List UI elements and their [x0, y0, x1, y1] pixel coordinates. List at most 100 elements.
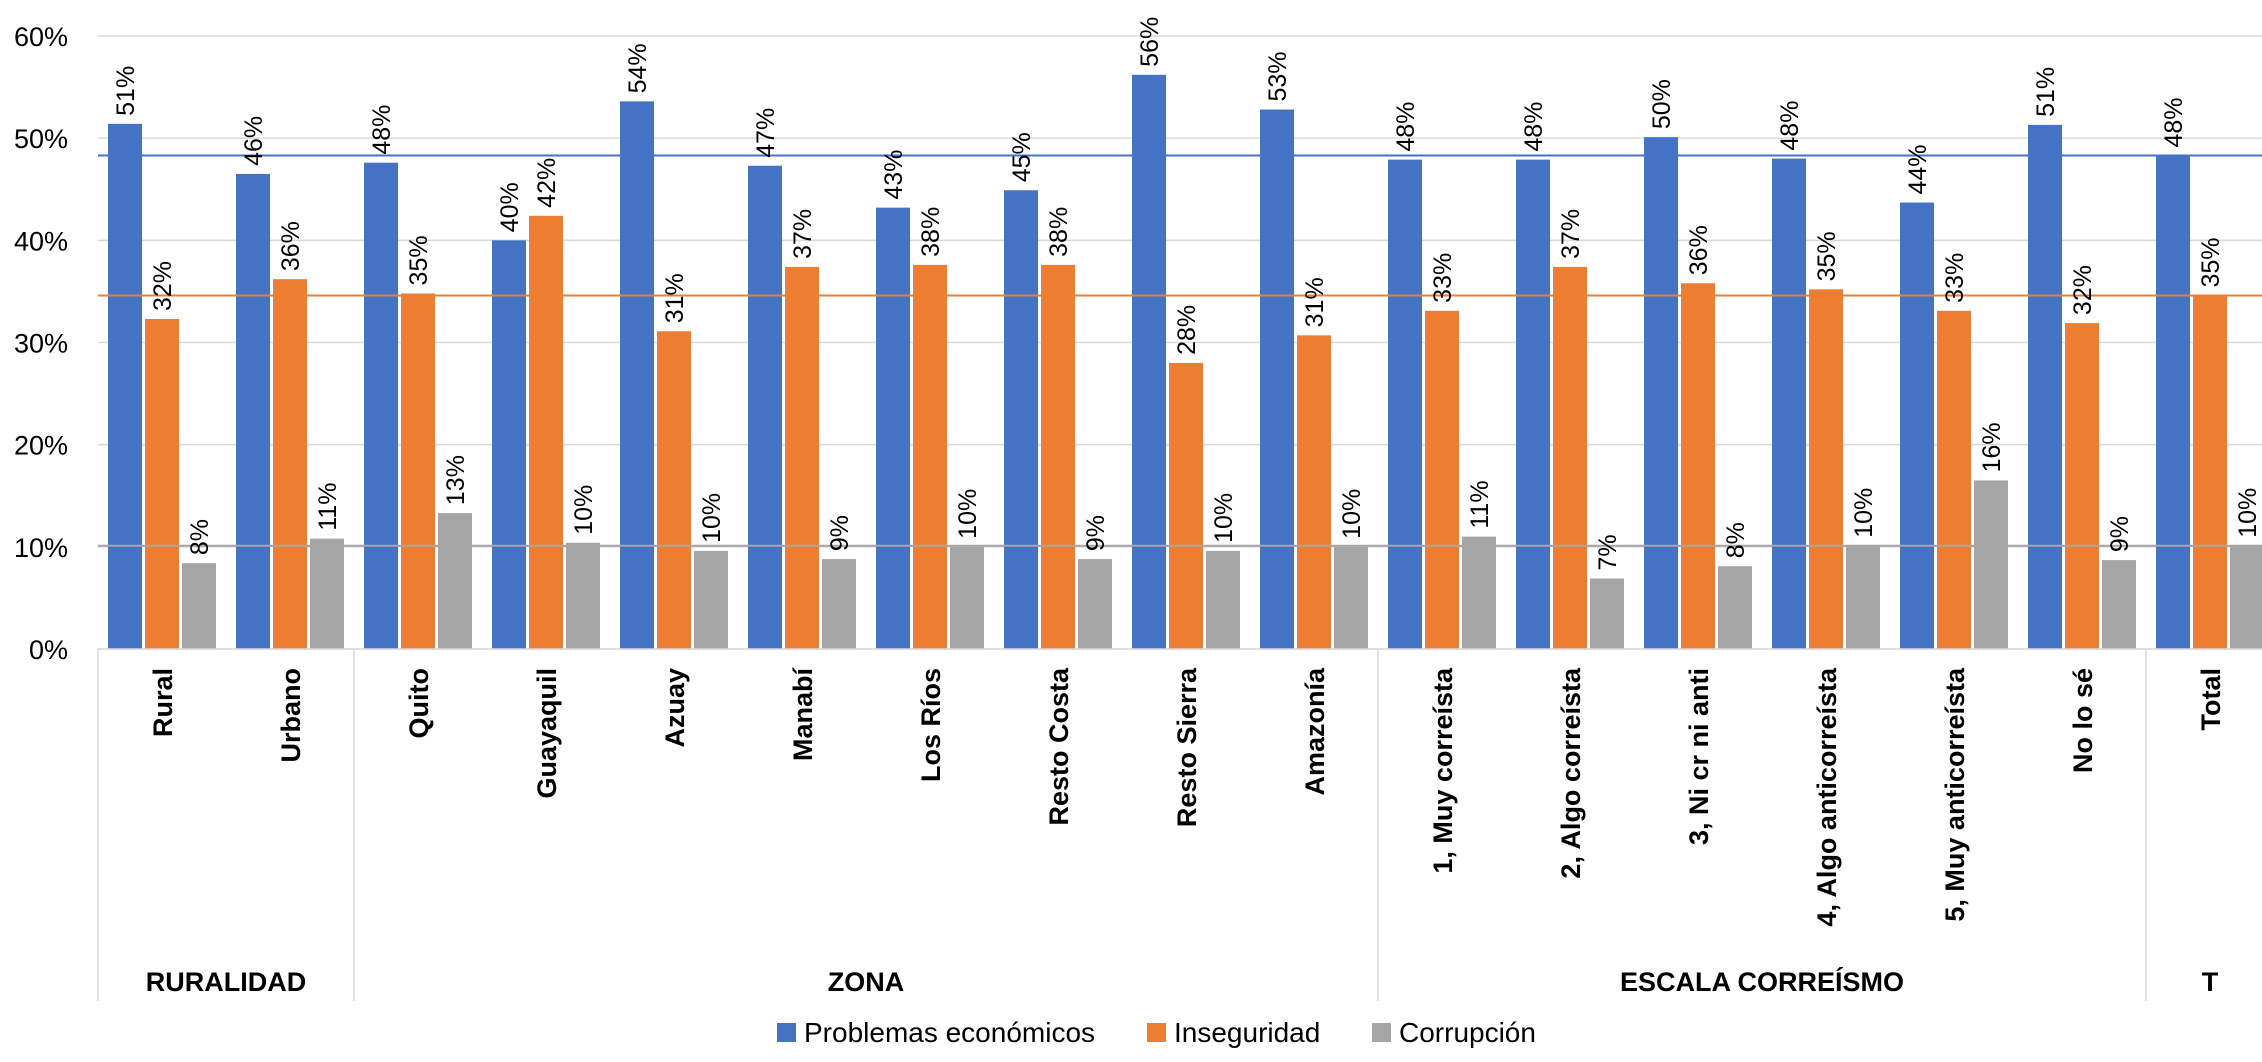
- bar: [566, 542, 600, 649]
- group-label: ESCALA CORREÍSMO: [1620, 966, 1904, 997]
- data-label: 8%: [1722, 522, 1750, 558]
- bar: [1388, 159, 1422, 649]
- data-label: 10%: [954, 489, 982, 539]
- data-label: 35%: [405, 235, 433, 285]
- data-label: 32%: [2069, 265, 2097, 315]
- data-label: 7%: [1594, 534, 1622, 570]
- y-tick-label: 40%: [14, 226, 68, 256]
- data-label: 10%: [570, 485, 598, 535]
- bar: [2156, 155, 2190, 649]
- bar: [438, 513, 472, 649]
- category-label: 3, Ni cr ni anti: [1684, 668, 1714, 845]
- bar: [1809, 289, 1843, 649]
- bar: [1334, 546, 1368, 649]
- bar: [310, 538, 344, 649]
- category-label: Urbano: [276, 668, 306, 763]
- bar: [1425, 310, 1459, 649]
- data-label: 10%: [1338, 489, 1366, 539]
- bar: [1516, 159, 1550, 649]
- legend-swatch: [1147, 1023, 1166, 1042]
- data-label: 36%: [1685, 225, 1713, 275]
- data-label: 13%: [442, 455, 470, 505]
- data-label: 56%: [1136, 17, 1164, 67]
- category-label: 5, Muy anticorreísta: [1940, 667, 1970, 922]
- data-label: 48%: [1776, 101, 1804, 151]
- legend: Problemas económicos Inseguridad Corrupció…: [777, 1017, 1536, 1048]
- bar: [2230, 545, 2262, 649]
- y-tick-label: 60%: [14, 22, 68, 52]
- bar: [1041, 264, 1075, 649]
- legend-label: Inseguridad: [1174, 1017, 1320, 1048]
- bar: [401, 293, 435, 649]
- reference-lines: [98, 154, 2262, 547]
- data-label: 35%: [1813, 231, 1841, 281]
- bar: [1590, 578, 1624, 649]
- bar: [2193, 295, 2227, 649]
- bars: [108, 74, 2262, 650]
- data-label: 43%: [880, 150, 908, 200]
- y-tick-label: 20%: [14, 431, 68, 461]
- bar: [529, 215, 563, 649]
- data-label: 9%: [1082, 515, 1110, 551]
- bar: [273, 279, 307, 649]
- bar: [950, 546, 984, 649]
- category-label: Azuay: [660, 668, 690, 748]
- group-label: T: [2202, 967, 2219, 997]
- category-label: Guayaquil: [532, 668, 562, 799]
- bar: [108, 123, 142, 649]
- data-label: 16%: [1978, 422, 2006, 472]
- bar: [620, 101, 654, 650]
- bar: [1900, 202, 1934, 649]
- data-label: 28%: [1173, 305, 1201, 355]
- category-label: 2, Algo correísta: [1556, 667, 1586, 879]
- data-label: 8%: [186, 519, 214, 555]
- bar: [182, 563, 216, 649]
- axes: 0% 10% 20% 30% 40% 50% 60% Rural Urbano Quito Guay…: [14, 22, 2262, 1001]
- category-label: Los Ríos: [916, 668, 946, 782]
- bar: [1169, 362, 1203, 649]
- category-label: Resto Costa: [1044, 667, 1074, 826]
- data-label: 31%: [1301, 277, 1329, 327]
- data-label: 54%: [624, 43, 652, 93]
- bar: [145, 319, 179, 649]
- bar: [236, 173, 270, 650]
- data-label: 10%: [2234, 488, 2262, 538]
- data-label: 44%: [1904, 144, 1932, 194]
- data-label: 48%: [1520, 102, 1548, 152]
- data-label: 51%: [2032, 67, 2060, 117]
- bar: [876, 207, 910, 649]
- data-label: 53%: [1264, 52, 1292, 102]
- data-label: 47%: [752, 108, 780, 158]
- y-tick-label: 50%: [14, 124, 68, 154]
- data-label: 11%: [314, 482, 342, 530]
- data-label: 10%: [1210, 493, 1238, 543]
- data-label: 50%: [1648, 79, 1676, 129]
- bar: [2028, 124, 2062, 649]
- data-label: 11%: [1466, 480, 1494, 528]
- bar: [1974, 480, 2008, 649]
- data-label: 35%: [2197, 237, 2225, 287]
- bar: [694, 550, 728, 649]
- bar: [1078, 559, 1112, 649]
- data-label: 51%: [112, 66, 140, 116]
- bar: [1206, 550, 1240, 649]
- legend-swatch: [1372, 1023, 1391, 1042]
- bar: [785, 266, 819, 649]
- group-label: RURALIDAD: [146, 967, 306, 997]
- category-label: Quito: [404, 668, 434, 738]
- data-label: 33%: [1941, 253, 1969, 303]
- legend-swatch: [777, 1023, 796, 1042]
- category-label: No lo sé: [2068, 668, 2098, 773]
- legend-label: Problemas económicos: [804, 1017, 1095, 1048]
- bar: [2102, 560, 2136, 649]
- category-label: Total: [2196, 668, 2226, 731]
- data-label: 45%: [1008, 132, 1036, 182]
- data-label: 48%: [2160, 97, 2188, 147]
- category-label: Rural: [148, 668, 178, 737]
- bar: [657, 331, 691, 649]
- group-label: ZONA: [828, 967, 905, 997]
- data-label: 31%: [661, 273, 689, 323]
- data-label: 32%: [149, 261, 177, 311]
